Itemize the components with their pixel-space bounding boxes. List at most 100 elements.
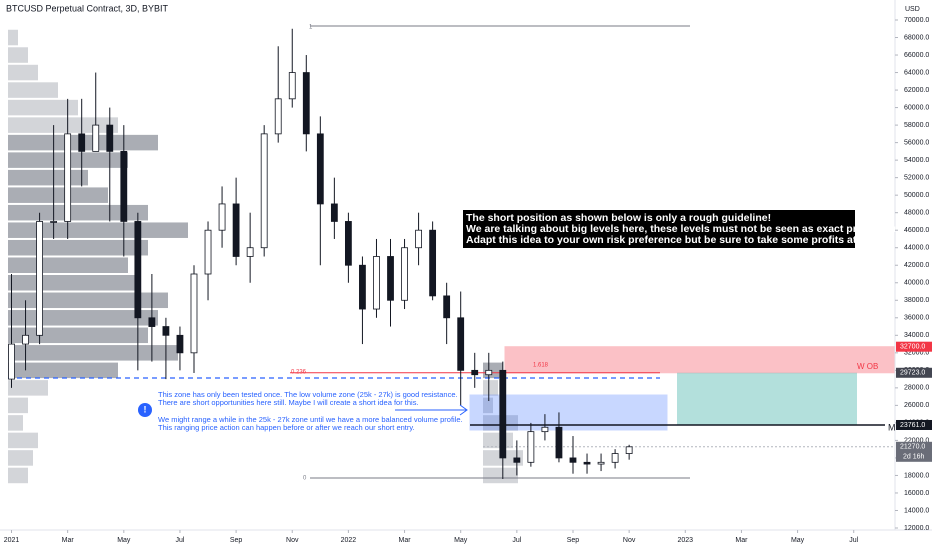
y-tick-label: 22000.0	[904, 437, 929, 444]
candle-body	[190, 273, 198, 354]
volume-profile-bar	[8, 169, 88, 186]
note-box	[463, 210, 855, 248]
candle-body	[120, 150, 128, 222]
candle-body	[443, 295, 451, 319]
candle-body	[134, 221, 142, 319]
fib-label: 0	[303, 476, 307, 482]
zone-label: W OB	[857, 362, 878, 371]
volume-profile-bar	[8, 432, 38, 449]
y-tick-label: 18000.0	[904, 472, 929, 479]
x-tick-label: May	[117, 537, 131, 544]
x-tick-label: Jul	[849, 537, 858, 544]
x-tick-label: May	[791, 537, 805, 544]
axis-unit: USD	[905, 6, 920, 13]
volume-profile-bar	[8, 204, 148, 221]
y-tick-label: 52000.0	[904, 174, 929, 181]
fib-label: 0.236	[291, 370, 307, 376]
y-tick-label: 40000.0	[904, 280, 929, 287]
volume-profile-bar	[8, 187, 108, 203]
volume-profile-bar	[8, 327, 148, 344]
volume-profile-bar	[8, 222, 188, 238]
fib-label: 1.618	[533, 363, 549, 369]
candle-body	[78, 133, 86, 152]
volume-profile-bar	[483, 397, 493, 414]
note-text: This ranging price action can happen bef…	[158, 423, 415, 432]
y-tick-label: 42000.0	[904, 262, 929, 269]
candle-body	[583, 461, 591, 465]
volume-profile-bar	[8, 310, 158, 326]
y-tick-label: 46000.0	[904, 227, 929, 234]
y-tick-label: 60000.0	[904, 104, 929, 111]
price-label-bg	[896, 441, 932, 462]
volume-profile-bar	[8, 345, 178, 361]
x-tick-label: Mar	[735, 537, 748, 544]
price-label-bg	[896, 341, 932, 352]
countdown: 2d 16h	[903, 454, 925, 461]
candle-body	[148, 317, 156, 327]
candle-body	[92, 124, 100, 152]
volume-profile-bar	[8, 380, 48, 396]
x-tick-label: 2022	[341, 537, 357, 544]
volume-profile-bar	[8, 415, 23, 431]
volume-profile-bar	[483, 380, 498, 396]
volume-profile-bar	[8, 257, 128, 273]
y-tick-label: 36000.0	[904, 315, 929, 322]
y-tick-label: 66000.0	[904, 52, 929, 59]
candle-body	[513, 457, 521, 463]
candle-body	[260, 133, 268, 249]
candle-body	[330, 203, 338, 222]
price-label: 21270.0	[900, 444, 925, 451]
volume-profile-bar	[8, 292, 168, 309]
note-text: This zone has only been tested once. The…	[158, 390, 458, 399]
candle-body	[625, 446, 633, 454]
price-label-bg	[896, 419, 932, 430]
x-tick-label: Mar	[62, 537, 75, 544]
x-tick-label: May	[454, 537, 468, 544]
y-tick-label: 12000.0	[904, 525, 929, 532]
y-tick-label: 26000.0	[904, 402, 929, 409]
volume-profile-bar	[8, 64, 38, 81]
candle-body	[359, 264, 366, 310]
x-tick-label: Nov	[623, 537, 636, 544]
candle-body	[106, 124, 114, 152]
price-label: 32700.0	[900, 344, 925, 351]
y-tick-label: 28000.0	[904, 385, 929, 392]
y-tick-label: 68000.0	[904, 34, 929, 41]
candle-body	[387, 256, 394, 301]
x-tick-label: Mar	[399, 537, 412, 544]
candle-body	[22, 334, 29, 345]
candle-body	[204, 229, 212, 275]
y-tick-label: 38000.0	[904, 297, 929, 304]
volume-profile-bar	[483, 467, 518, 484]
note-text: We are talking about big levels here, th…	[466, 223, 932, 235]
candle-body	[218, 203, 226, 231]
volume-profile-bar	[8, 450, 33, 466]
volume-profile-bar	[8, 467, 28, 484]
info-icon	[138, 403, 152, 417]
x-tick-label: Jul	[512, 537, 521, 544]
y-tick-label: 16000.0	[904, 490, 929, 497]
arrow-head	[459, 404, 468, 416]
target-zone	[677, 372, 857, 425]
price-label-bg	[896, 367, 932, 378]
candle-body	[429, 229, 437, 297]
volume-profile-bar	[8, 362, 118, 379]
volume-profile-bar	[8, 117, 118, 133]
volume-profile-bar	[8, 47, 28, 63]
candle-body	[8, 343, 15, 380]
candle-body	[302, 72, 310, 135]
info-icon-text: !	[144, 404, 147, 414]
volume-profile-bar	[8, 29, 18, 46]
candle-body	[288, 72, 296, 100]
note-text: Adapt this idea to your own risk prefere…	[466, 234, 880, 246]
y-tick-label: 44000.0	[904, 245, 929, 252]
level-label: M	[888, 422, 896, 432]
x-tick-label: Jul	[175, 537, 184, 544]
candle-body	[246, 247, 254, 257]
x-tick-label: 2021	[4, 537, 20, 544]
y-tick-label: 32000.0	[904, 350, 929, 357]
candle-body	[415, 229, 422, 249]
price-label: 29723.0	[900, 370, 925, 377]
